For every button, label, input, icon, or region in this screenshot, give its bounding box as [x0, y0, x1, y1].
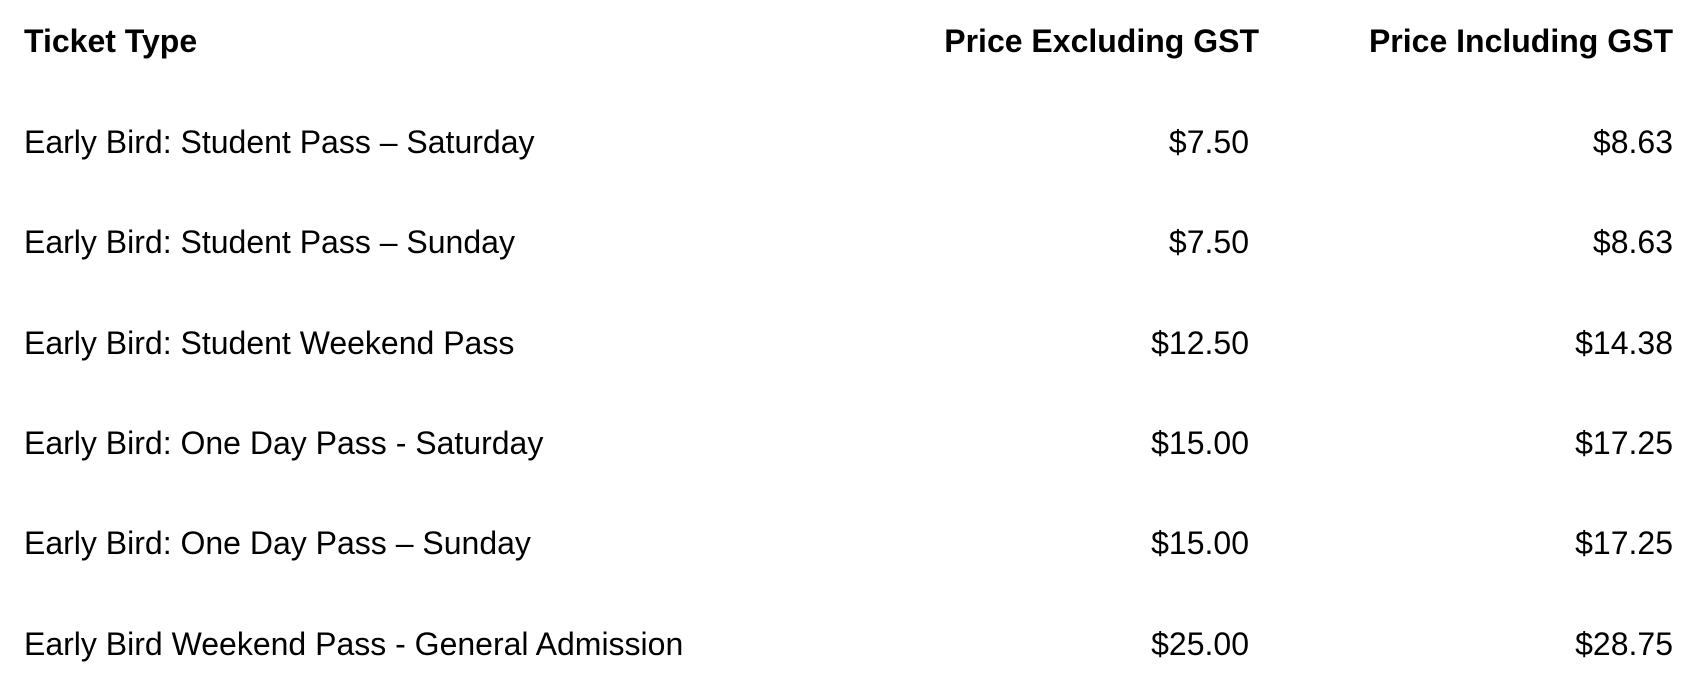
price-excluding-gst: $7.50 [1168, 224, 1249, 260]
table-row: Early Bird: One Day Pass – Sunday $15.00… [0, 523, 1695, 563]
price-including-gst: $8.63 [1592, 124, 1673, 160]
header-ticket-type: Ticket Type [24, 23, 198, 59]
ticket-type: Early Bird: Student Pass – Saturday [24, 124, 535, 160]
table-row: Early Bird: Student Pass – Sunday $7.50 … [0, 222, 1695, 262]
table-row: Early Bird: Student Pass – Saturday $7.5… [0, 122, 1695, 162]
ticket-type: Early Bird: One Day Pass - Saturday [24, 425, 544, 461]
ticket-type: Early Bird: Student Pass – Sunday [24, 224, 515, 260]
price-including-gst: $28.75 [1575, 626, 1673, 662]
price-excluding-gst: $7.50 [1168, 124, 1249, 160]
price-excluding-gst: $25.00 [1151, 626, 1249, 662]
table-row: Early Bird: One Day Pass - Saturday $15.… [0, 423, 1695, 463]
ticket-type: Early Bird: One Day Pass – Sunday [24, 525, 531, 561]
price-including-gst: $8.63 [1592, 224, 1673, 260]
price-excluding-gst: $15.00 [1151, 525, 1249, 561]
price-excluding-gst: $15.00 [1151, 425, 1249, 461]
table-row: Early Bird Weekend Pass - General Admiss… [0, 624, 1695, 664]
price-including-gst: $14.38 [1575, 325, 1673, 361]
ticket-type: Early Bird: Student Weekend Pass [24, 325, 515, 361]
table-row: Early Bird: Student Weekend Pass $12.50 … [0, 323, 1695, 363]
header-price-including-gst: Price Including GST [1368, 23, 1673, 59]
table-header: Ticket Type Price Excluding GST Price In… [0, 21, 1695, 61]
price-including-gst: $17.25 [1575, 425, 1673, 461]
header-price-excluding-gst: Price Excluding GST [944, 23, 1259, 59]
price-including-gst: $17.25 [1575, 525, 1673, 561]
ticket-type: Early Bird Weekend Pass - General Admiss… [24, 626, 684, 662]
price-excluding-gst: $12.50 [1151, 325, 1249, 361]
